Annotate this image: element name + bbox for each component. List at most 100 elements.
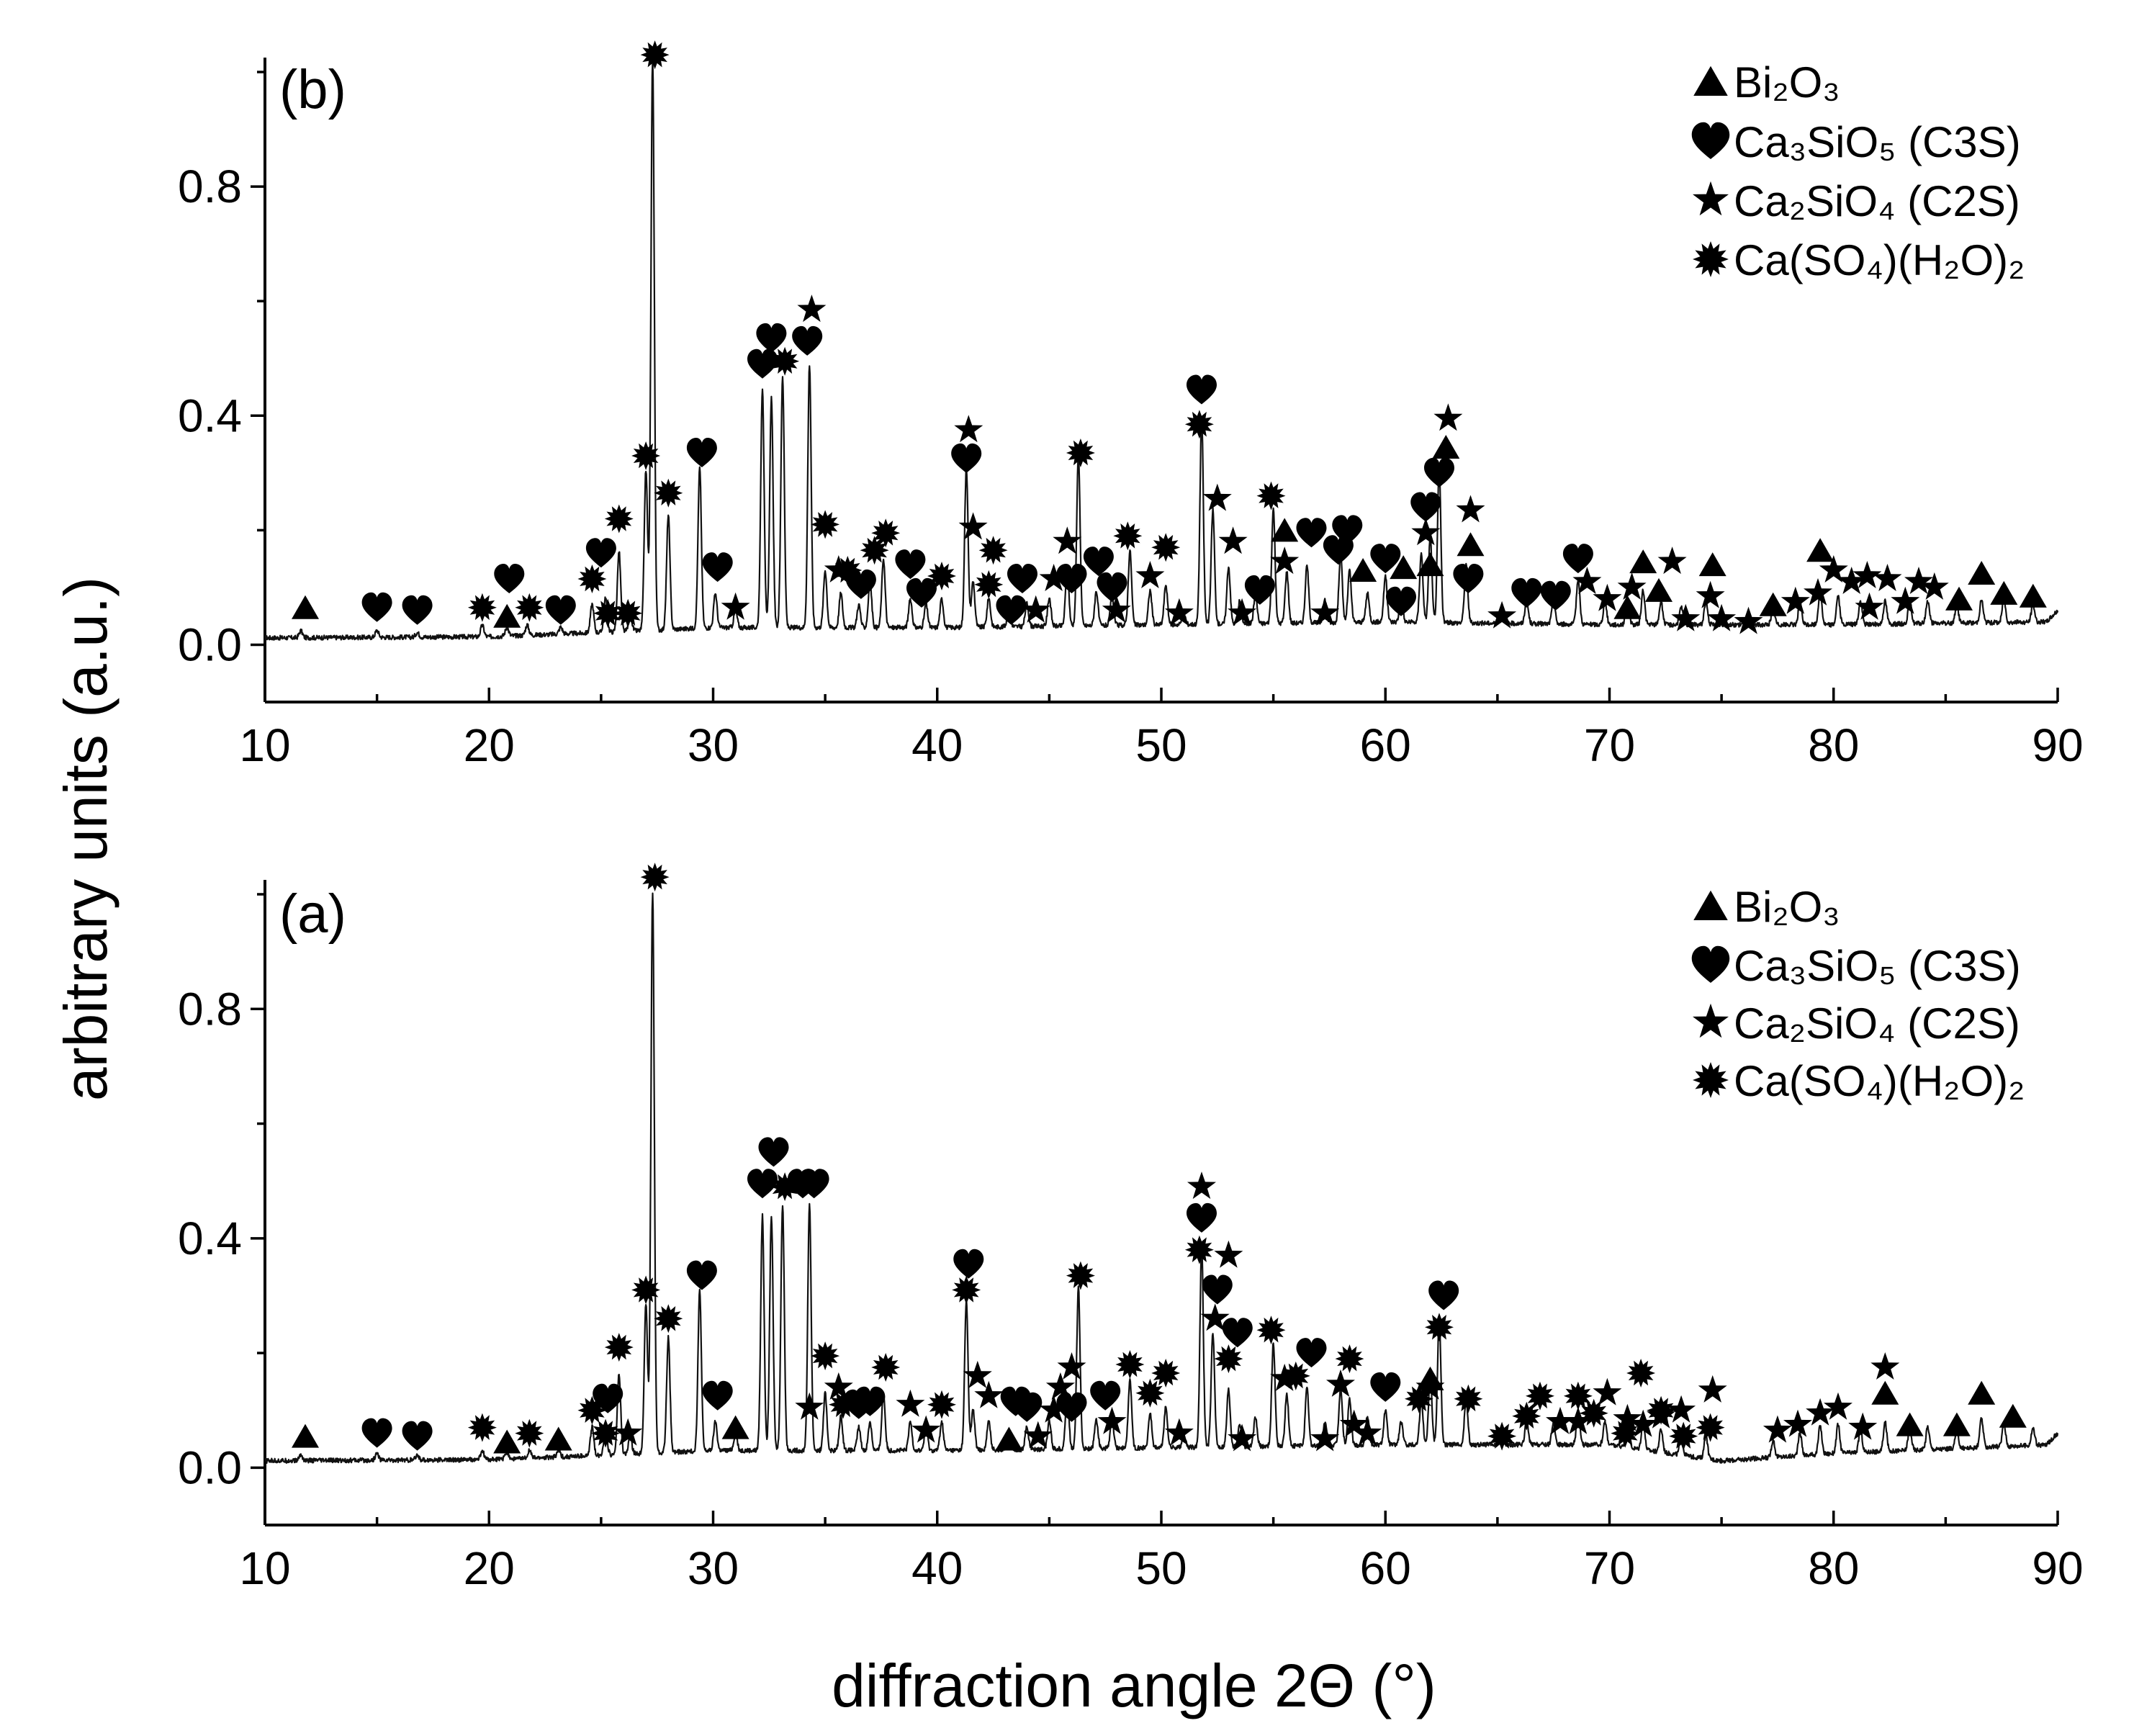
- panel-a-legend-label-c3s: Ca₃SiO₅ (C3S): [1734, 942, 2021, 990]
- panel-b-star-marker: [1855, 592, 1884, 620]
- panel-b-heart-marker: [1386, 586, 1416, 616]
- panel-b-star-marker: [1202, 483, 1232, 511]
- panel-b-triangle-marker: [1613, 595, 1642, 619]
- panel-b-y-tick-label: 0.8: [178, 161, 242, 212]
- panel-a-legend-entry-c3s: Ca₃SiO₅ (C3S): [1691, 942, 2021, 990]
- panel-b-triangle-marker: [1629, 549, 1657, 574]
- panel-b-legend-label-bi2o3: Bi₂O₃: [1734, 58, 1840, 107]
- panel-b-triangle-marker: [1806, 538, 1834, 562]
- panel-b-burst-marker: [640, 40, 670, 70]
- panel-b: 10 20 30 40 50 60 70 80 90 0.0 0.4 0.8 (b) Bi₂O₃ Ca…: [178, 40, 2084, 771]
- panel-b-star-marker: [1671, 603, 1701, 631]
- panel-b-triangle-marker: [1432, 435, 1460, 459]
- panel-b-star-marker: [1919, 572, 1949, 600]
- panel-a-triangle-marker: [1942, 1412, 1971, 1436]
- panel-b-burst-marker: [1256, 481, 1286, 511]
- panel-b-legend-entry-c2s: Ca₂SiO₄ (C2S): [1693, 177, 2020, 225]
- panel-b-heart-marker: [1187, 374, 1217, 405]
- panel-b-star-marker: [1891, 586, 1920, 614]
- panel-a-burst-marker: [1214, 1344, 1243, 1374]
- panel-b-star-marker: [954, 415, 983, 443]
- panel-a-heart-marker: [402, 1421, 433, 1451]
- panel-b-burst-marker: [604, 504, 634, 534]
- panel-b-heart-marker: [1296, 518, 1327, 548]
- panel-a-burst-marker: [1115, 1350, 1145, 1379]
- panel-b-star-marker: [1135, 561, 1165, 588]
- panel-a-heart-marker: [747, 1169, 778, 1199]
- panel-a-heart-marker: [1296, 1338, 1327, 1368]
- panel-b-heart-marker: [747, 348, 778, 379]
- panel-b-heart-marker: [545, 595, 576, 625]
- panel-b-star-marker: [721, 592, 750, 620]
- panel-a-heart-marker: [1202, 1274, 1233, 1305]
- panel-a-burst-marker: [467, 1413, 497, 1442]
- panel-b-x-tick-label: 80: [1808, 719, 1859, 771]
- panel-a-triangle-marker: [1999, 1403, 2027, 1428]
- panel-a-burst-marker: [604, 1333, 634, 1362]
- panel-a-heart-marker: [702, 1380, 733, 1411]
- panel-b-x-tick-label: 20: [464, 719, 515, 771]
- panel-b-heart-marker: [996, 595, 1027, 625]
- panel-b-heart-marker: [1453, 564, 1484, 593]
- panel-b-heart-marker: [494, 564, 525, 593]
- panel-a-burst-marker: [1512, 1401, 1541, 1431]
- panel-a-star-marker: [1783, 1409, 1812, 1437]
- panel-b-burst-marker: [974, 570, 1004, 599]
- burst-icon: [1693, 1062, 1729, 1098]
- panel-b-legend-label-gypsum: Ca(SO₄)(H₂O)₂: [1734, 236, 2025, 284]
- panel-a-heart-marker: [1222, 1318, 1253, 1348]
- panel-b-star-marker: [1433, 403, 1463, 431]
- panel-a-star-marker: [1762, 1415, 1792, 1443]
- panel-b-legend-entry-gypsum: Ca(SO₄)(H₂O)₂: [1693, 236, 2025, 284]
- panel-b-triangle-marker: [292, 595, 319, 619]
- panel-b-x-tick-label: 60: [1360, 719, 1411, 771]
- panel-b-triangle-marker: [1759, 592, 1787, 616]
- panel-b-triangle-marker: [1698, 552, 1726, 577]
- panel-a-legend-label-c2s: Ca₂SiO₄ (C2S): [1734, 999, 2020, 1048]
- panel-a-legend-label-bi2o3: Bi₂O₃: [1734, 883, 1840, 931]
- panel-a-triangle-marker: [721, 1415, 749, 1439]
- panel-b-triangle-marker: [2019, 583, 2047, 608]
- panel-b-heart-marker: [895, 549, 926, 580]
- panel-b-y-tick-label: 0.4: [178, 390, 242, 441]
- panel-b-x-tick-label: 10: [239, 719, 290, 771]
- panel-b-burst-marker: [515, 593, 544, 622]
- triangle-icon: [1693, 890, 1728, 920]
- panel-a-heart-marker: [1428, 1280, 1459, 1310]
- panel-a-burst-marker: [1696, 1413, 1725, 1442]
- panel-b-star-marker: [1707, 603, 1737, 631]
- panel-b-xrd-trace: [264, 58, 2059, 641]
- panel-a-x-tick-label: 80: [1808, 1542, 1859, 1594]
- panel-b-burst-marker: [654, 478, 683, 508]
- panel-b-heart-marker: [951, 443, 982, 473]
- panel-a-star-marker: [795, 1392, 824, 1420]
- panel-b-heart-marker: [1424, 457, 1454, 487]
- panel-b-star-marker: [1696, 580, 1725, 608]
- panel-a-y-tick-label: 0.0: [178, 1442, 242, 1493]
- panel-a-burst-marker: [515, 1418, 544, 1448]
- panel-a-burst-marker: [952, 1275, 981, 1305]
- panel-a-star-marker: [896, 1389, 925, 1417]
- panel-b-star-marker: [1218, 526, 1248, 554]
- panel-b-star-marker: [1411, 518, 1441, 546]
- panel-a-triangle-marker: [1968, 1380, 1996, 1405]
- panel-b-star-marker: [1657, 547, 1687, 575]
- panel-a-triangle-marker: [995, 1426, 1023, 1451]
- panel-b-heart-marker: [1097, 572, 1127, 602]
- panel-b-triangle-marker: [1457, 532, 1485, 557]
- panel-b-burst-marker: [1066, 439, 1095, 467]
- panel-a-star-marker: [911, 1415, 941, 1443]
- panel-a-x-tick-label: 30: [688, 1542, 739, 1594]
- panel-b-burst-marker: [1113, 521, 1143, 551]
- panel-a-x-tick-label: 60: [1360, 1542, 1411, 1594]
- panel-a-star-marker: [1870, 1352, 1900, 1380]
- panel-b-triangle-marker: [1968, 561, 1996, 585]
- panel-a-burst-marker: [1669, 1421, 1698, 1451]
- panel-a-y-tick-label: 0.8: [178, 983, 242, 1035]
- panel-a-plot-area: 10 20 30 40 50 60 70 80 90 0.0 0.4 0.8: [178, 863, 2084, 1594]
- panel-a-burst-marker: [927, 1390, 956, 1419]
- panel-b-x-tick-label: 90: [2032, 719, 2083, 771]
- panel-b-heart-marker: [1540, 580, 1571, 611]
- panel-a-star-marker: [1097, 1406, 1127, 1434]
